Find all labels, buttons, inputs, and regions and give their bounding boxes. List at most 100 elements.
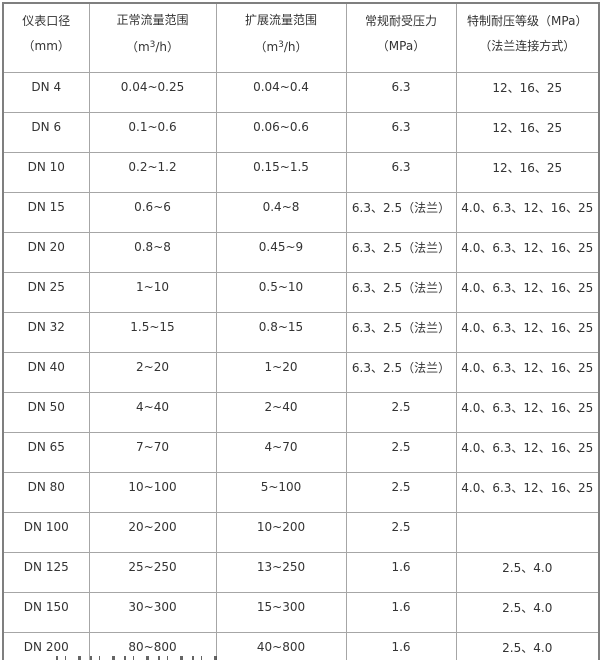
cell-normal-flow-range: 0.8~8 bbox=[88, 232, 217, 273]
cell-special-pressure: 4.0、6.3、12、16、25 bbox=[455, 352, 600, 393]
table-row: DN 25 1~10 0.5~10 6.3、2.5（法兰） 4.0、6.3、12、16、… bbox=[2, 272, 600, 313]
cell-normal-flow-range: 0.2~1.2 bbox=[88, 152, 217, 193]
cell-standard-pressure: 1.6 bbox=[345, 592, 457, 633]
cell-special-pressure: 12、16、25 bbox=[455, 152, 600, 193]
cell-extended-flow-range: 2~40 bbox=[215, 392, 347, 433]
table-row: DN 15 0.6~6 0.4~8 6.3、2.5（法兰） 4.0、6.3、12、16、… bbox=[2, 192, 600, 233]
cell-diameter: DN 65 bbox=[2, 432, 90, 473]
cell-extended-flow-range: 40~800 bbox=[215, 632, 347, 660]
col-header-standard-pressure: 常规耐受压力（MPa） bbox=[345, 2, 457, 73]
cell-special-pressure: 4.0、6.3、12、16、25 bbox=[455, 192, 600, 233]
cell-normal-flow-range: 30~300 bbox=[88, 592, 217, 633]
cell-extended-flow-range: 4~70 bbox=[215, 432, 347, 473]
superscript-3: 3 bbox=[278, 40, 284, 50]
cell-extended-flow-range: 0.45~9 bbox=[215, 232, 347, 273]
col-header-special-pressure-label: 特制耐压等级（MPa）（法兰连接方式） bbox=[467, 14, 588, 53]
cell-extended-flow-range: 0.06~0.6 bbox=[215, 112, 347, 153]
cell-special-pressure: 4.0、6.3、12、16、25 bbox=[455, 232, 600, 273]
cell-normal-flow-range: 1.5~15 bbox=[88, 312, 217, 353]
cell-special-pressure: 12、16、25 bbox=[455, 112, 600, 153]
cell-diameter: DN 80 bbox=[2, 472, 90, 513]
table-row: DN 100 20~200 10~200 2.5 bbox=[2, 512, 600, 553]
cell-standard-pressure: 6.3、2.5（法兰） bbox=[345, 232, 457, 273]
cell-normal-flow-range: 1~10 bbox=[88, 272, 217, 313]
cell-normal-flow-range: 4~40 bbox=[88, 392, 217, 433]
table-row: DN 10 0.2~1.2 0.15~1.5 6.3 12、16、25 bbox=[2, 152, 600, 193]
cell-extended-flow-range: 0.15~1.5 bbox=[215, 152, 347, 193]
table-row: DN 32 1.5~15 0.8~15 6.3、2.5（法兰） 4.0、6.3、12、1… bbox=[2, 312, 600, 353]
cell-standard-pressure: 2.5 bbox=[345, 472, 457, 513]
table-row: DN 65 7~70 4~70 2.5 4.0、6.3、12、16、25 bbox=[2, 432, 600, 473]
cell-extended-flow-range: 13~250 bbox=[215, 552, 347, 593]
cell-normal-flow-range: 0.6~6 bbox=[88, 192, 217, 233]
cell-extended-flow-range: 0.4~8 bbox=[215, 192, 347, 233]
cell-diameter: DN 100 bbox=[2, 512, 90, 553]
cell-normal-flow-range: 20~200 bbox=[88, 512, 217, 553]
cell-extended-flow-range: 1~20 bbox=[215, 352, 347, 393]
cell-diameter: DN 50 bbox=[2, 392, 90, 433]
col-header-normal-flow-suffix: /h） bbox=[155, 40, 180, 54]
cell-special-pressure: 12、16、25 bbox=[455, 72, 600, 113]
cell-normal-flow-range: 7~70 bbox=[88, 432, 217, 473]
col-header-diameter-label: 仪表口径（mm） bbox=[22, 14, 71, 53]
table-row: DN 150 30~300 15~300 1.6 2.5、4.0 bbox=[2, 592, 600, 633]
cell-special-pressure: 2.5、4.0 bbox=[455, 552, 600, 593]
table-body: DN 4 0.04~0.25 0.04~0.4 6.3 12、16、25 DN 6 0.1~… bbox=[2, 72, 600, 660]
cell-standard-pressure: 6.3、2.5（法兰） bbox=[345, 312, 457, 353]
cell-normal-flow-range: 10~100 bbox=[88, 472, 217, 513]
cell-special-pressure: 4.0、6.3、12、16、25 bbox=[455, 472, 600, 513]
col-header-standard-pressure-label: 常规耐受压力（MPa） bbox=[364, 14, 437, 53]
table-row: DN 80 10~100 5~100 2.5 4.0、6.3、12、16、25 bbox=[2, 472, 600, 513]
cell-diameter: DN 200 bbox=[2, 632, 90, 660]
cell-standard-pressure: 2.5 bbox=[345, 432, 457, 473]
cell-diameter: DN 125 bbox=[2, 552, 90, 593]
table-row: DN 125 25~250 13~250 1.6 2.5、4.0 bbox=[2, 552, 600, 593]
cell-diameter: DN 6 bbox=[2, 112, 90, 153]
cell-diameter: DN 32 bbox=[2, 312, 90, 353]
cell-diameter: DN 10 bbox=[2, 152, 90, 193]
cell-diameter: DN 25 bbox=[2, 272, 90, 313]
col-header-normal-flow-prefix: 正常流量范围（m bbox=[116, 13, 189, 54]
col-header-normal-flow-range: 正常流量范围（m3/h） bbox=[88, 2, 217, 73]
cell-extended-flow-range: 0.5~10 bbox=[215, 272, 347, 313]
cell-special-pressure: 4.0、6.3、12、16、25 bbox=[455, 392, 600, 433]
cell-normal-flow-range: 25~250 bbox=[88, 552, 217, 593]
cell-normal-flow-range: 0.1~0.6 bbox=[88, 112, 217, 153]
cell-special-pressure: 2.5、4.0 bbox=[455, 592, 600, 633]
superscript-3: 3 bbox=[149, 40, 156, 50]
table-row: DN 20 0.8~8 0.45~9 6.3、2.5（法兰） 4.0、6.3、12、16… bbox=[2, 232, 600, 273]
cell-special-pressure: 4.0、6.3、12、16、25 bbox=[455, 272, 600, 313]
cell-standard-pressure: 6.3、2.5（法兰） bbox=[345, 272, 457, 313]
cell-normal-flow-range: 80~800 bbox=[88, 632, 217, 660]
table-row: DN 4 0.04~0.25 0.04~0.4 6.3 12、16、25 bbox=[2, 72, 600, 113]
cell-standard-pressure: 6.3 bbox=[345, 112, 457, 153]
cell-standard-pressure: 6.3 bbox=[345, 72, 457, 113]
cell-special-pressure: 4.0、6.3、12、16、25 bbox=[455, 432, 600, 473]
cell-diameter: DN 150 bbox=[2, 592, 90, 633]
cell-standard-pressure: 6.3、2.5（法兰） bbox=[345, 192, 457, 233]
clipped-text-fragment bbox=[56, 656, 218, 660]
cell-standard-pressure: 6.3 bbox=[345, 152, 457, 193]
cell-standard-pressure: 6.3、2.5（法兰） bbox=[345, 352, 457, 393]
table-row: DN 6 0.1~0.6 0.06~0.6 6.3 12、16、25 bbox=[2, 112, 600, 153]
cell-standard-pressure: 1.6 bbox=[345, 552, 457, 593]
cell-extended-flow-range: 15~300 bbox=[215, 592, 347, 633]
cell-diameter: DN 15 bbox=[2, 192, 90, 233]
cell-diameter: DN 4 bbox=[2, 72, 90, 113]
cell-normal-flow-range: 0.04~0.25 bbox=[88, 72, 217, 113]
cell-extended-flow-range: 5~100 bbox=[215, 472, 347, 513]
cell-special-pressure: 4.0、6.3、12、16、25 bbox=[455, 312, 600, 353]
table-row: DN 40 2~20 1~20 6.3、2.5（法兰） 4.0、6.3、12、16、25 bbox=[2, 352, 600, 393]
col-header-extended-flow-prefix: 扩展流量范围（m bbox=[244, 13, 317, 54]
col-header-diameter: 仪表口径（mm） bbox=[2, 2, 90, 73]
col-header-extended-flow-suffix: /h） bbox=[283, 40, 308, 54]
table-row: DN 200 80~800 40~800 1.6 2.5、4.0 bbox=[2, 632, 600, 660]
cell-standard-pressure: 2.5 bbox=[345, 392, 457, 433]
cell-diameter: DN 20 bbox=[2, 232, 90, 273]
cell-standard-pressure: 1.6 bbox=[345, 632, 457, 660]
cell-special-pressure bbox=[455, 512, 600, 553]
cell-standard-pressure: 2.5 bbox=[345, 512, 457, 553]
cell-normal-flow-range: 2~20 bbox=[88, 352, 217, 393]
